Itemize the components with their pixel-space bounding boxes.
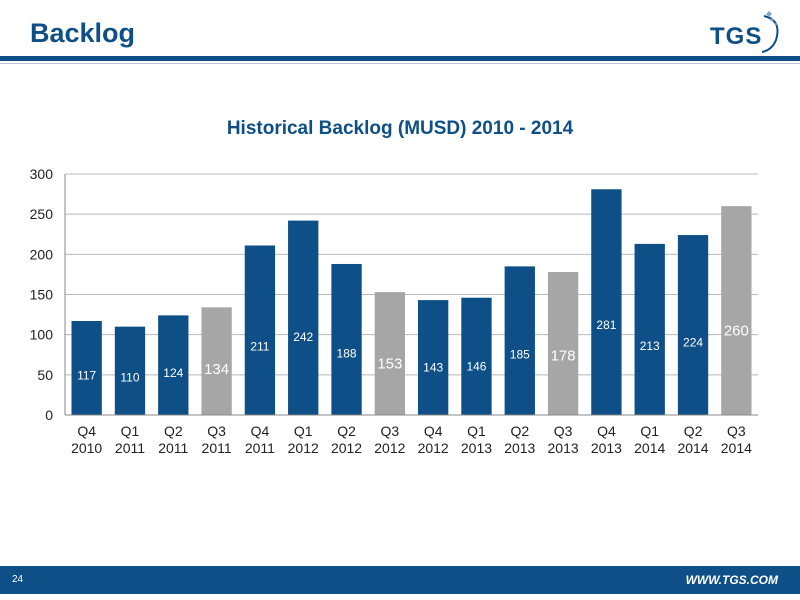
bar: [114, 326, 146, 415]
x-tick-label: Q1: [121, 423, 140, 439]
x-tick-label: Q2: [337, 423, 356, 439]
x-tick-label: 2012: [374, 440, 405, 456]
bar: [331, 263, 362, 415]
chart-title: Historical Backlog (MUSD) 2010 - 2014: [226, 118, 574, 139]
bar: [201, 307, 232, 415]
data-label: 211: [250, 340, 269, 354]
data-label: 153: [377, 355, 402, 372]
data-label: 143: [423, 360, 443, 374]
x-tick-label: Q1: [294, 423, 313, 439]
bar: [374, 292, 406, 415]
bar: [461, 297, 492, 415]
bar: [71, 321, 102, 415]
data-label: 134: [204, 361, 229, 378]
x-tick-label: Q2: [684, 423, 703, 439]
data-label: 110: [120, 370, 139, 384]
x-tick-label: 2012: [418, 440, 449, 456]
y-tick-label: 0: [45, 407, 53, 423]
header-divider-thin: [0, 63, 800, 64]
footer-url-link[interactable]: WWW.TGS.COM: [685, 573, 778, 587]
bar: [547, 272, 579, 415]
bar: [634, 243, 665, 415]
x-tick-label: 2014: [677, 440, 708, 456]
y-tick-label: 250: [30, 206, 54, 222]
y-tick-label: 150: [30, 287, 54, 303]
data-label: 117: [77, 368, 96, 382]
x-tick-label: Q2: [164, 423, 183, 439]
x-tick-label: Q1: [640, 423, 659, 439]
footer-bar: 24 WWW.TGS.COM: [0, 566, 800, 594]
x-tick-label: 2014: [721, 440, 752, 456]
x-tick-label: 2011: [158, 440, 188, 456]
x-tick-label: 2013: [548, 440, 579, 456]
bar: [721, 206, 752, 415]
x-tick-label: 2012: [288, 440, 319, 456]
data-label: 242: [293, 330, 313, 344]
data-label: 188: [337, 347, 357, 361]
x-tick-label: Q4: [251, 423, 270, 439]
x-tick-label: Q2: [510, 423, 529, 439]
page-title: Backlog: [30, 18, 136, 48]
bar: [288, 220, 319, 415]
logo-swoosh-icon: [761, 11, 779, 53]
company-logo: TGS: [706, 10, 786, 54]
x-tick-label: Q4: [597, 423, 616, 439]
data-label: 281: [596, 318, 616, 332]
bar: [158, 315, 189, 415]
logo-text: TGS: [710, 23, 763, 50]
x-tick-label: 2013: [591, 440, 622, 456]
data-label: 260: [724, 323, 749, 340]
x-tick-label: Q1: [467, 423, 486, 439]
bar: [677, 235, 709, 415]
data-label: 213: [640, 339, 660, 353]
x-tick-label: 2011: [245, 440, 275, 456]
x-tick-label: Q3: [207, 423, 226, 439]
page-number: 24: [12, 574, 24, 585]
data-label: 224: [683, 336, 703, 350]
x-tick-label: Q3: [727, 423, 746, 439]
bar: [591, 189, 622, 415]
bar: [417, 300, 449, 415]
x-tick-label: 2013: [504, 440, 535, 456]
y-tick-label: 300: [30, 166, 54, 182]
bar: [244, 245, 276, 415]
data-label: 178: [551, 348, 576, 365]
x-tick-label: Q4: [424, 423, 443, 439]
x-tick-label: 2012: [331, 440, 362, 456]
data-label: 124: [163, 366, 183, 380]
x-tick-label: 2010: [71, 440, 102, 456]
x-tick-label: 2011: [115, 440, 145, 456]
x-tick-label: Q3: [381, 423, 400, 439]
y-tick-label: 100: [30, 327, 54, 343]
backlog-bar-chart: 050100150200250300117Q42010110Q12011124Q…: [30, 166, 758, 456]
x-tick-label: Q4: [77, 423, 96, 439]
x-tick-label: 2013: [461, 440, 492, 456]
data-label: 185: [510, 348, 530, 362]
x-tick-label: 2014: [634, 440, 665, 456]
y-tick-label: 200: [30, 246, 54, 262]
x-tick-label: Q3: [554, 423, 573, 439]
header-divider: [0, 56, 800, 61]
bar: [504, 266, 535, 415]
y-tick-label: 50: [37, 367, 53, 383]
data-label: 146: [466, 359, 486, 373]
x-tick-label: 2011: [202, 440, 232, 456]
